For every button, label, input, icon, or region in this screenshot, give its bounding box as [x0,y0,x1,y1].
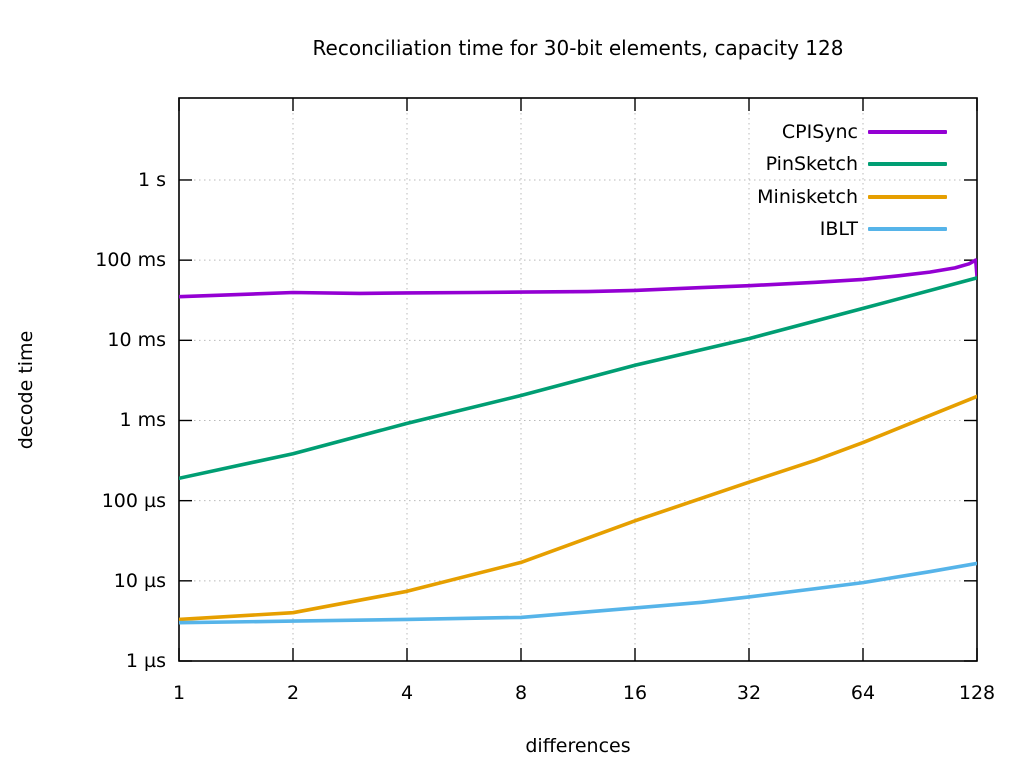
y-tick-label: 100 µs [101,489,166,512]
plot-border [178,97,978,662]
legend-line-sample-minisketch [868,195,947,199]
legend-line-sample-iblt [868,227,947,231]
y-tick-label: 1 s [137,168,166,191]
legend-row: Minisketch [658,185,958,209]
legend-line-sample-cpisync [868,130,947,134]
y-axis-label: decode time [15,330,37,450]
series-line-pinsketch [179,276,977,481]
legend-row: PinSketch [658,152,958,176]
legend-row: IBLT [658,217,958,241]
legend-row: CPISync [658,120,958,144]
series-line-iblt [179,561,977,625]
x-tick-label: 128 [958,682,996,704]
x-tick-label: 8 [514,682,528,704]
x-tick-label: 2 [286,682,300,704]
x-tick-label: 4 [400,682,414,704]
y-tick-label: 1 ms [119,409,166,432]
y-tick-label: 10 ms [107,329,166,352]
chart-title: Reconciliation time for 30-bit elements,… [312,36,844,60]
series-line-cpisync [179,258,977,299]
y-tick-label: 10 µs [113,569,166,592]
legend-label-cpisync: CPISync [781,121,858,143]
legend-label-minisketch: Minisketch [757,186,858,208]
legend-line-sample-pinsketch [868,162,947,166]
y-tick-label: 100 ms [95,249,166,272]
x-tick-label: 32 [736,682,762,704]
series-line-minisketch [179,394,977,622]
legend-label-pinsketch: PinSketch [765,153,858,175]
x-tick-label: 1 [172,682,186,704]
x-tick-label: 64 [850,682,876,704]
legend-label-iblt: IBLT [819,218,858,240]
x-axis-label: differences [525,735,631,757]
y-tick-label: 1 µs [125,650,166,672]
x-tick-label: 16 [622,682,648,704]
